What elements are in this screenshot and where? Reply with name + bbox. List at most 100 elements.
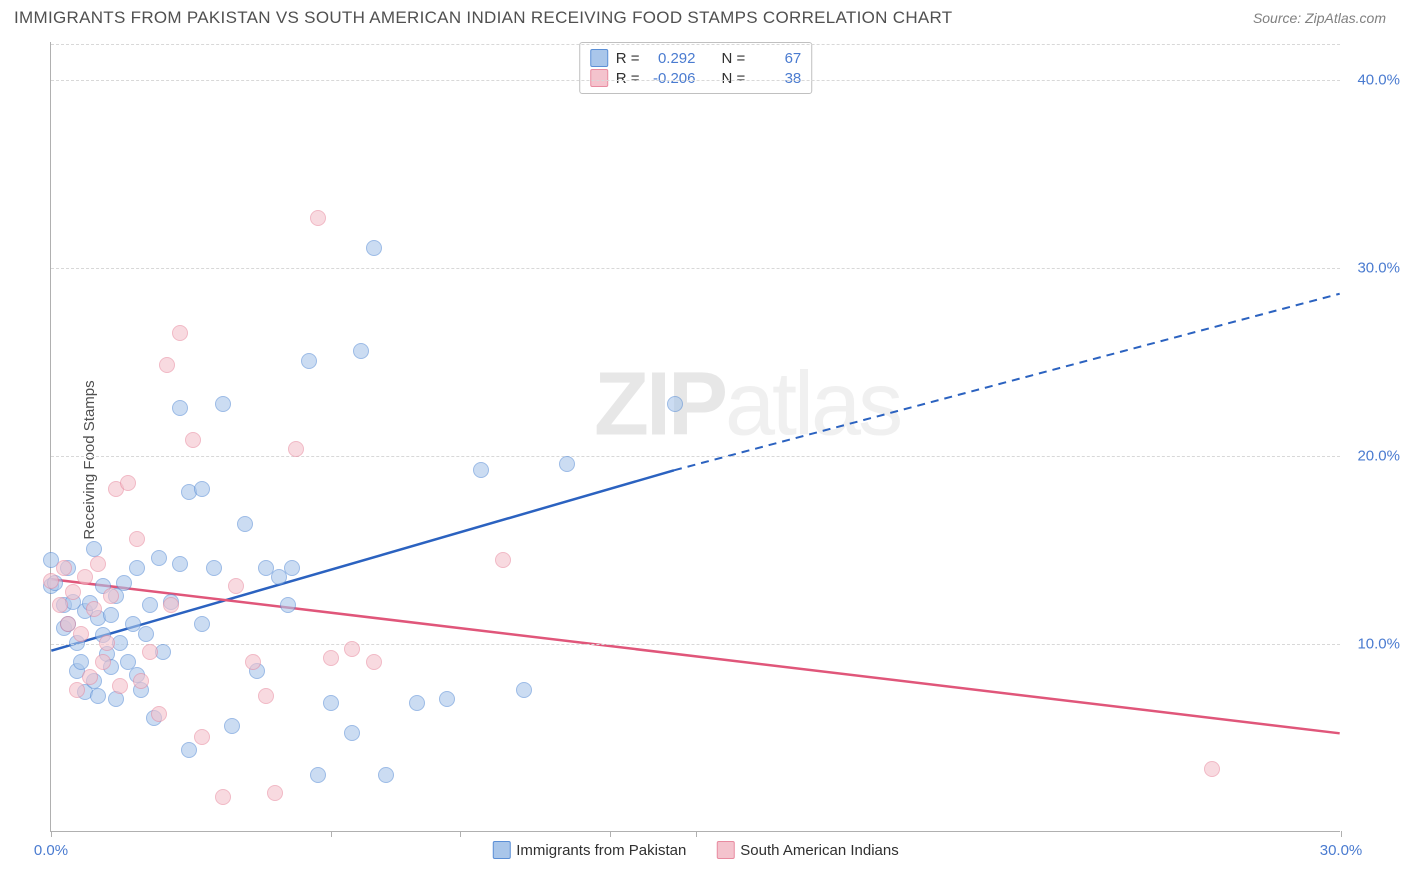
data-point: [366, 654, 382, 670]
data-point: [288, 441, 304, 457]
x-tick: [460, 831, 461, 837]
plot-area: ZIPatlas R =0.292N =67R =-0.206N =38 Imm…: [50, 42, 1340, 832]
gridline: [51, 80, 1340, 81]
data-point: [116, 575, 132, 591]
data-point: [172, 400, 188, 416]
data-point: [344, 725, 360, 741]
data-point: [133, 673, 149, 689]
data-point: [206, 560, 222, 576]
data-point: [103, 607, 119, 623]
data-point: [73, 654, 89, 670]
legend-item: South American Indians: [716, 841, 898, 859]
data-point: [65, 584, 81, 600]
data-point: [90, 688, 106, 704]
data-point: [353, 343, 369, 359]
data-point: [56, 560, 72, 576]
data-point: [151, 706, 167, 722]
data-point: [163, 597, 179, 613]
chart-title: IMMIGRANTS FROM PAKISTAN VS SOUTH AMERIC…: [14, 8, 953, 28]
data-point: [667, 396, 683, 412]
chart-container: Receiving Food Stamps ZIPatlas R =0.292N…: [0, 32, 1406, 887]
x-tick: [51, 831, 52, 837]
y-tick-label: 10.0%: [1345, 635, 1400, 652]
data-point: [516, 682, 532, 698]
data-point: [245, 654, 261, 670]
data-point: [69, 682, 85, 698]
data-point: [344, 641, 360, 657]
data-point: [378, 767, 394, 783]
legend-swatch: [590, 49, 608, 67]
data-point: [82, 669, 98, 685]
series-legend: Immigrants from Pakistan South American I…: [492, 841, 898, 859]
data-point: [280, 597, 296, 613]
data-point: [559, 456, 575, 472]
data-point: [215, 396, 231, 412]
y-tick-label: 20.0%: [1345, 447, 1400, 464]
data-point: [77, 569, 93, 585]
legend-item: Immigrants from Pakistan: [492, 841, 686, 859]
data-point: [52, 597, 68, 613]
watermark: ZIPatlas: [594, 353, 900, 456]
data-point: [1204, 761, 1220, 777]
data-point: [138, 626, 154, 642]
data-point: [181, 742, 197, 758]
n-label: N =: [722, 50, 746, 67]
stats-legend: R =0.292N =67R =-0.206N =38: [579, 42, 813, 94]
chart-header: IMMIGRANTS FROM PAKISTAN VS SOUTH AMERIC…: [0, 0, 1406, 32]
data-point: [310, 767, 326, 783]
n-label: N =: [722, 70, 746, 87]
data-point: [73, 626, 89, 642]
data-point: [129, 531, 145, 547]
x-tick: [610, 831, 611, 837]
data-point: [194, 729, 210, 745]
watermark-bold: ZIP: [594, 354, 725, 454]
stats-legend-row: R =-0.206N =38: [590, 69, 802, 87]
data-point: [366, 240, 382, 256]
data-point: [90, 556, 106, 572]
data-point: [103, 588, 119, 604]
gridline: [51, 644, 1340, 645]
data-point: [43, 573, 59, 589]
gridline: [51, 456, 1340, 457]
data-point: [495, 552, 511, 568]
x-tick: [1341, 831, 1342, 837]
data-point: [310, 210, 326, 226]
data-point: [142, 597, 158, 613]
data-point: [473, 462, 489, 478]
r-label: R =: [616, 50, 640, 67]
data-point: [86, 541, 102, 557]
x-tick: [696, 831, 697, 837]
data-point: [267, 785, 283, 801]
data-point: [194, 481, 210, 497]
legend-swatch: [492, 841, 510, 859]
watermark-rest: atlas: [725, 354, 900, 454]
data-point: [99, 635, 115, 651]
legend-swatch: [590, 69, 608, 87]
x-tick-label: 30.0%: [1320, 842, 1363, 859]
legend-label: Immigrants from Pakistan: [516, 842, 686, 859]
data-point: [323, 695, 339, 711]
data-point: [224, 718, 240, 734]
y-tick-label: 40.0%: [1345, 71, 1400, 88]
data-point: [301, 353, 317, 369]
data-point: [142, 644, 158, 660]
data-point: [228, 578, 244, 594]
n-value: 67: [753, 50, 801, 67]
legend-label: South American Indians: [740, 842, 898, 859]
data-point: [439, 691, 455, 707]
gridline: [51, 268, 1340, 269]
data-point: [120, 475, 136, 491]
data-point: [172, 556, 188, 572]
stats-legend-row: R =0.292N =67: [590, 49, 802, 67]
data-point: [172, 325, 188, 341]
data-point: [258, 688, 274, 704]
data-point: [323, 650, 339, 666]
data-point: [95, 654, 111, 670]
y-tick-label: 30.0%: [1345, 259, 1400, 276]
trend-lines: [51, 42, 1340, 831]
data-point: [194, 616, 210, 632]
data-point: [86, 601, 102, 617]
r-value: -0.206: [648, 70, 696, 87]
legend-swatch: [716, 841, 734, 859]
n-value: 38: [753, 70, 801, 87]
